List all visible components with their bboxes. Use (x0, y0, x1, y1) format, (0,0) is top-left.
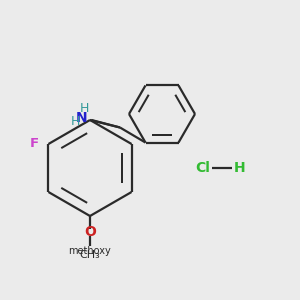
Text: H: H (233, 161, 245, 175)
Text: O: O (84, 226, 96, 239)
Text: Cl: Cl (195, 161, 210, 175)
Text: H: H (80, 102, 90, 115)
Text: H: H (71, 115, 81, 128)
Text: CH₃: CH₃ (79, 250, 100, 260)
Text: N: N (75, 112, 87, 125)
Text: F: F (30, 137, 39, 150)
Text: methoxy: methoxy (69, 245, 111, 256)
